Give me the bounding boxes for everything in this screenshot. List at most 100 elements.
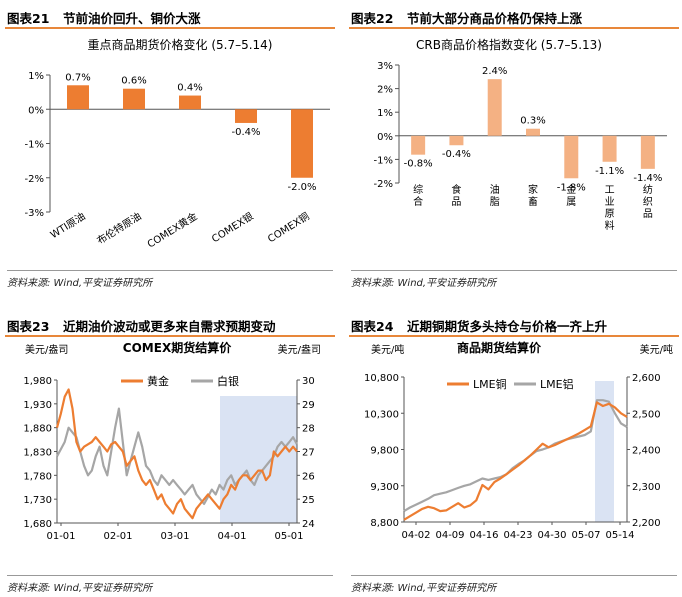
x-tick-label: 05-14 [605,530,634,541]
x-tick-label: COMEX黄金 [145,210,200,251]
data-label: -1.4% [633,173,662,184]
y-tick-label-right: 2,200 [632,518,661,529]
x-tick-label: 油脂 [490,183,500,208]
y-tick-label-right: 2,400 [632,446,661,457]
y-tick-label-left: 9,300 [370,482,399,493]
chart-lme-settlement: 商品期货结算价 美元/吨 美元/吨 10,800 2,600 10,300 2,500 9,8… [364,340,673,541]
x-tick-label: 金属 [566,183,576,208]
y-tick-label-right: 2,600 [632,373,661,384]
y-tick-label-left: 1,680 [23,519,52,530]
source-note: 资料来源: Wind,平安证券研究所 [351,270,677,289]
panel-header: 图表23 近期油价波动或更多来自需求预期变动 [5,313,335,337]
bar [411,135,426,155]
y-axis-unit-left: 美元/吨 [371,343,404,356]
y-tick-label-left: 1,730 [23,495,52,506]
y-tick-label: 0% [28,105,44,116]
series-line [56,407,298,505]
y-tick-label: 3% [377,61,393,72]
x-tick-label: COMEX银 [209,210,255,246]
x-tick-label: 布伦特原油 [94,210,143,248]
y-tick-label: -1% [374,155,393,166]
chart-commodity-futures-change: 重点商品期货价格变化 (5.7–5.14) 1% 0% -1% -2% -3% 0.7% WT… [25,37,330,251]
data-label: -0.8% [404,159,433,170]
x-tick-label: 04-23 [503,530,532,541]
y-tick-label-left: 1,880 [23,424,52,435]
legend-label: 黄金 [147,374,169,388]
chart-title: 商品期货结算价 [457,340,542,355]
y-tick-label: 2% [377,85,393,96]
chart-title: CRB商品价格指数变化 (5.7–5.13) [416,37,602,52]
y-tick-label: -3% [25,208,44,219]
y-axis-unit-right: 美元/吨 [640,343,673,356]
y-tick-label-right: 24 [302,519,315,530]
y-axis-unit-left: 美元/盎司 [25,343,68,356]
x-tick-label: 01-01 [46,531,75,542]
legend-label: LME铜 [473,377,507,391]
y-tick-label-right: 26 [302,471,315,482]
legend-label: 白银 [217,374,239,388]
y-tick-label-left: 9,800 [370,446,399,457]
source-note: 资料来源: Wind,平安证券研究所 [7,270,333,289]
y-tick-label-left: 10,300 [364,409,399,420]
x-tick-label: 纺织品 [643,183,653,220]
data-label: -0.4% [231,127,260,138]
bar [67,85,89,110]
x-tick-label: 02-01 [103,531,132,542]
bar [602,135,617,162]
x-tick-label: 03-01 [160,531,189,542]
figure-number: 图表24 [351,319,394,334]
chart-title: COMEX期货结算价 [123,340,232,355]
panel-header: 图表21 节前油价回升、铜价大涨 [5,5,335,29]
y-tick-label-left: 1,930 [23,400,52,411]
figure-title: 近期铜期货多头持仓与价格一齐上升 [407,319,608,334]
y-tick-label: -1% [25,140,44,151]
y-tick-label: -2% [25,174,44,185]
series-line [403,401,628,521]
bar [640,135,655,169]
data-label: 0.3% [520,116,545,127]
panel-24: 图表24 近期铜期货多头持仓与价格一齐上升 商品期货结算价 美元/吨 美元/吨 10,… [349,313,679,597]
y-tick-label-left: 1,780 [23,471,52,482]
y-tick-label-left: 1,830 [23,448,52,459]
data-label: 0.4% [177,83,202,94]
x-tick-label: 05-01 [274,531,303,542]
y-tick-label: 1% [377,108,393,119]
shaded-region [220,396,297,523]
figure-number: 图表21 [7,11,50,26]
y-tick-label-right: 25 [302,495,315,506]
x-tick-label: 工业原料 [605,185,615,232]
series-line [55,388,298,520]
data-label: 2.4% [482,66,507,77]
x-tick-label: 家畜 [528,183,538,208]
bar [235,109,257,123]
x-tick-label: COMEX铜 [266,210,312,245]
chart-comex-settlement: COMEX期货结算价 美元/盎司 美元/盎司 1,980 30 1,930 29 1,880 2… [23,340,321,542]
panel-21: 图表21 节前油价回升、铜价大涨 重点商品期货价格变化 (5.7–5.14) 1%… [5,5,335,290]
bar [291,109,313,178]
y-tick-label: 0% [377,132,393,143]
y-tick-label-left: 10,800 [364,373,399,384]
y-tick-label-right: 27 [302,448,315,459]
bar [179,95,201,110]
bar [449,135,464,146]
figure-title: 近期油价波动或更多来自需求预期变动 [63,319,276,334]
data-label: 0.7% [65,72,90,83]
legend-label: LME铝 [540,377,574,391]
x-tick-label: 05-07 [571,530,600,541]
y-tick-label-right: 2,300 [632,482,661,493]
data-label: 0.6% [121,76,146,87]
panel-header: 图表22 节前大部分商品价格仍保持上涨 [349,5,679,29]
x-tick-label: 综合 [413,183,423,208]
shaded-region [595,381,614,522]
y-tick-label-right: 2,500 [632,409,661,420]
y-tick-label-right: 29 [302,400,315,411]
x-tick-label: 04-16 [469,530,498,541]
bar [487,79,502,136]
x-tick-label: WTI原油 [48,210,88,242]
y-tick-label-right: 30 [302,376,315,387]
bar [564,135,579,179]
x-tick-label: 04-30 [537,530,566,541]
data-label: -1.1% [595,166,624,177]
y-tick-label-left: 1,980 [23,376,52,387]
chart-title: 重点商品期货价格变化 (5.7–5.14) [88,37,273,52]
